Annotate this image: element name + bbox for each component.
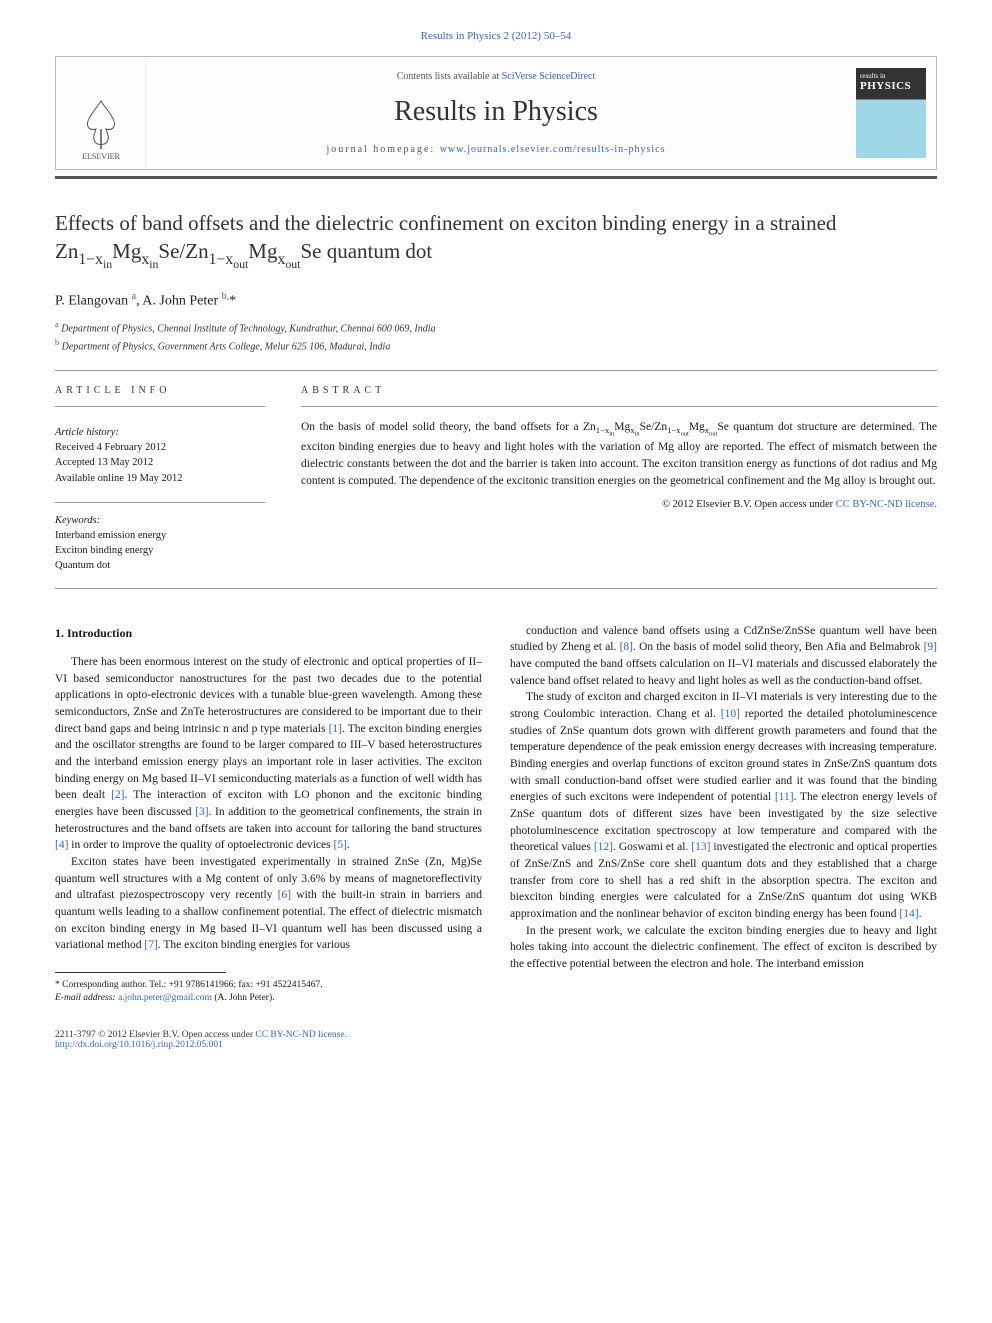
keywords-block: Keywords: Interband emission energy Exci… bbox=[55, 513, 265, 574]
info-rule-2 bbox=[55, 502, 265, 503]
journal-cover-icon: results in PHYSICS bbox=[856, 68, 926, 158]
journal-homepage: journal homepage: www.journals.elsevier.… bbox=[156, 144, 836, 155]
journal-homepage-link[interactable]: www.journals.elsevier.com/results-in-phy… bbox=[440, 144, 666, 155]
journal-banner: ELSEVIER Contents lists available at Sci… bbox=[55, 56, 937, 170]
publisher-logo-box: ELSEVIER bbox=[56, 57, 146, 169]
cover-title-text: PHYSICS bbox=[860, 80, 922, 92]
section-1-heading: 1. Introduction bbox=[55, 625, 482, 642]
journal-name: Results in Physics bbox=[156, 96, 836, 128]
para-3: conduction and valence band offsets usin… bbox=[510, 623, 937, 690]
info-rule-1 bbox=[55, 406, 265, 407]
abstract-text: On the basis of model solid theory, the … bbox=[301, 419, 937, 489]
affiliations: a Department of Physics, Chennai Institu… bbox=[55, 319, 937, 354]
affiliation-b: b Department of Physics, Government Arts… bbox=[55, 337, 937, 354]
history-label: Article history: bbox=[55, 425, 265, 440]
banner-separator bbox=[55, 176, 937, 179]
para-5: In the present work, we calculate the ex… bbox=[510, 923, 937, 973]
keyword-3: Quantum dot bbox=[55, 558, 265, 573]
abstract-heading: abstract bbox=[301, 385, 937, 396]
footnote-email-line: E-mail address: a.john.peter@gmail.com (… bbox=[55, 992, 482, 1005]
sciencedirect-link[interactable]: SciVerse ScienceDirect bbox=[502, 71, 596, 82]
footer-issn-line: 2211-3797 © 2012 Elsevier B.V. Open acce… bbox=[55, 1030, 347, 1040]
banner-center: Contents lists available at SciVerse Sci… bbox=[146, 57, 846, 169]
rule-above-abstract bbox=[55, 370, 937, 371]
citation-header: Results in Physics 2 (2012) 50–54 bbox=[55, 30, 937, 42]
para-1: There has been enormous interest on the … bbox=[55, 654, 482, 854]
contents-available: Contents lists available at SciVerse Sci… bbox=[156, 71, 836, 82]
info-abstract-row: article info Article history: Received 4… bbox=[55, 385, 937, 574]
footer-license-link[interactable]: CC BY-NC-ND license. bbox=[255, 1030, 347, 1040]
para-2: Exciton states have been investigated ex… bbox=[55, 854, 482, 954]
para-4: The study of exciton and charged exciton… bbox=[510, 689, 937, 922]
footnote-email-who: (A. John Peter). bbox=[214, 993, 274, 1003]
journal-cover-box: results in PHYSICS bbox=[846, 57, 936, 169]
corresponding-author-footnote: * Corresponding author. Tel.: +91 978614… bbox=[55, 979, 482, 1006]
cover-small-text: results in bbox=[860, 72, 922, 80]
footnote-email-link[interactable]: a.john.peter@gmail.com bbox=[118, 993, 212, 1003]
elsevier-tree-icon: ELSEVIER bbox=[66, 91, 136, 161]
abstract-column: abstract On the basis of model solid the… bbox=[301, 385, 937, 574]
rule-below-abstract bbox=[55, 588, 937, 589]
authors-line: P. Elangovan a, A. John Peter b,* bbox=[55, 291, 937, 310]
article-title: Effects of band offsets and the dielectr… bbox=[55, 209, 937, 273]
article-info-heading: article info bbox=[55, 385, 265, 396]
footnote-separator bbox=[55, 972, 226, 973]
article-info-column: article info Article history: Received 4… bbox=[55, 385, 265, 574]
history-received: Received 4 February 2012 bbox=[55, 440, 265, 455]
footnote-email-label: E-mail address: bbox=[55, 993, 116, 1003]
footer-doi-link[interactable]: http://dx.doi.org/10.1016/j.rinp.2012.05… bbox=[55, 1040, 223, 1050]
history-accepted: Accepted 13 May 2012 bbox=[55, 455, 265, 470]
affiliation-a: a Department of Physics, Chennai Institu… bbox=[55, 319, 937, 336]
abstract-copyright: © 2012 Elsevier B.V. Open access under C… bbox=[301, 499, 937, 510]
body-text: 1. Introduction There has been enormous … bbox=[55, 623, 937, 1006]
abstract-rule bbox=[301, 406, 937, 407]
keyword-2: Exciton binding energy bbox=[55, 543, 265, 558]
article-history: Article history: Received 4 February 201… bbox=[55, 425, 265, 486]
footnote-tel: * Corresponding author. Tel.: +91 978614… bbox=[55, 979, 482, 992]
page-footer: 2211-3797 © 2012 Elsevier B.V. Open acce… bbox=[55, 1030, 937, 1050]
history-online: Available online 19 May 2012 bbox=[55, 471, 265, 486]
elsevier-label: ELSEVIER bbox=[82, 152, 120, 161]
keyword-1: Interband emission energy bbox=[55, 528, 265, 543]
footer-left: 2211-3797 © 2012 Elsevier B.V. Open acce… bbox=[55, 1030, 347, 1050]
license-link[interactable]: CC BY-NC-ND license. bbox=[836, 499, 937, 510]
keywords-label: Keywords: bbox=[55, 513, 265, 528]
